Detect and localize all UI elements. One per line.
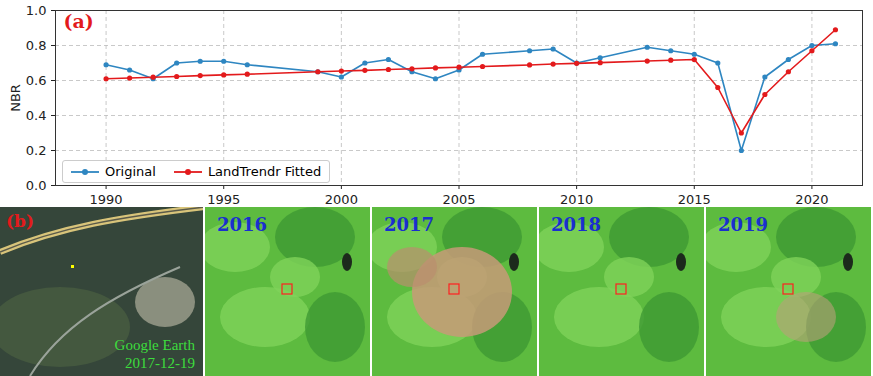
svg-text:2018: 2018: [551, 214, 601, 235]
svg-text:2015: 2015: [678, 192, 711, 205]
svg-text:2020: 2020: [795, 192, 828, 205]
svg-text:1995: 1995: [207, 192, 240, 205]
svg-text:0.0: 0.0: [26, 178, 47, 193]
svg-text:2010: 2010: [560, 192, 593, 205]
svg-text:NBR: NBR: [8, 84, 23, 112]
svg-text:2017-12-19: 2017-12-19: [125, 355, 195, 371]
svg-text:2016: 2016: [217, 214, 267, 235]
html-text:LandTrendr Fitted: LandTrendr Fitted: [207, 164, 322, 179]
svg-text:(a): (a): [64, 10, 94, 32]
svg-text:0.8: 0.8: [26, 38, 47, 53]
svg-text:2005: 2005: [442, 192, 475, 205]
svg-text:0.6: 0.6: [26, 73, 47, 88]
svg-text:(b): (b): [6, 211, 34, 231]
svg-text:0.2: 0.2: [26, 143, 47, 158]
svg-text:1990: 1990: [90, 192, 123, 205]
svg-text:2017: 2017: [384, 214, 434, 235]
svg-text:Google Earth: Google Earth: [115, 337, 196, 353]
svg-text:0.4: 0.4: [26, 108, 47, 123]
svg-text:2000: 2000: [325, 192, 358, 205]
svg-text:2019: 2019: [718, 214, 768, 235]
svg-text:1.0: 1.0: [26, 3, 47, 18]
html-text:Original: Original: [105, 164, 156, 179]
